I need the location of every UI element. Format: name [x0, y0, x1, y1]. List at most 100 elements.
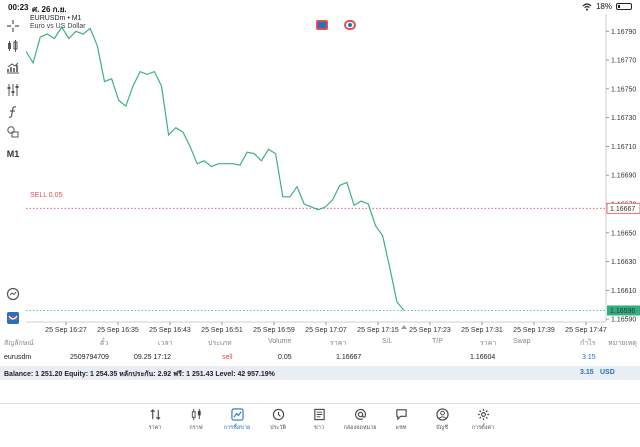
- indicators-icon[interactable]: [5, 60, 21, 76]
- status-bar: 00:23 ศ. 26 ก.ย. 18%: [0, 0, 640, 14]
- chart-description: Euro vs US Dollar: [30, 23, 86, 30]
- header-type: ประเภท: [208, 340, 232, 347]
- price-tick-label: 1.16750: [611, 86, 636, 93]
- chat-icon: [395, 409, 407, 421]
- chart-type-icon[interactable]: [5, 38, 21, 54]
- header-price: ราคา: [330, 340, 347, 347]
- balance-summary: Balance: 1 251.20 Equity: 1 254.35 หลักป…: [4, 371, 275, 378]
- price-tick-label: 1.16650: [611, 230, 636, 237]
- one-click-trading-icon[interactable]: [316, 20, 328, 30]
- sell-price-label: 1.16667: [610, 206, 635, 213]
- tab-quotes-label: ราคา: [148, 425, 162, 431]
- time-tick-label: 25 Sep 16:59: [253, 327, 295, 334]
- position-current-price: 1.16604: [470, 354, 496, 361]
- tab-chart-label: กราฟ: [189, 425, 203, 431]
- wifi-icon: [582, 2, 592, 11]
- header-swap: Swap: [513, 338, 531, 345]
- tab-history[interactable]: ประวัติ: [258, 408, 298, 438]
- account-icon: [435, 408, 449, 421]
- current-price-box: [607, 305, 640, 316]
- tab-settings-label: การตั้งค่า: [471, 425, 495, 431]
- tab-mailbox-label: กล่องจดหมาย: [343, 425, 377, 431]
- price-tick-label: 1.16790: [611, 29, 636, 36]
- total-profit: 3.15: [580, 369, 594, 376]
- function-icon[interactable]: [5, 104, 21, 120]
- settings-sliders-icon[interactable]: [5, 82, 21, 98]
- price-tick-label: 1.16770: [611, 58, 636, 65]
- battery-icon: [616, 3, 632, 10]
- position-profit: 3.15: [582, 354, 596, 361]
- date: ศ. 26 ก.ย.: [32, 5, 67, 14]
- tab-chat[interactable]: แชท: [381, 408, 421, 438]
- header-ticket: ตั๋ว: [100, 340, 109, 347]
- sell-order-label[interactable]: SELL 0.05: [30, 192, 63, 199]
- crosshair-icon[interactable]: [5, 18, 21, 34]
- tab-chat-label: แชท: [395, 425, 407, 431]
- chart-area[interactable]: 1.16790 1.16770 1.16750 1.16730 1.16710 1.166…: [26, 14, 640, 336]
- time-tick-label: 25 Sep 17:07: [305, 327, 347, 334]
- position-symbol: eurusdm: [4, 354, 32, 361]
- header-current-price: ราคา: [480, 340, 497, 347]
- price-tick-label: 1.16730: [611, 115, 636, 122]
- position-price: 1.16667: [336, 354, 362, 361]
- zoom-icon[interactable]: [5, 286, 21, 302]
- tab-mailbox[interactable]: กล่องจดหมาย: [340, 408, 380, 438]
- header-volume: Volume: [268, 338, 292, 345]
- header-sl: S/L: [382, 338, 393, 345]
- battery-percent: 18%: [595, 2, 612, 11]
- time-tick-label: 25 Sep 17:23: [409, 327, 451, 334]
- price-tick-label: 1.16590: [611, 317, 636, 324]
- time-tick-label: 25 Sep 17:47: [565, 327, 607, 334]
- balance-bar: Balance: 1 251.20 Equity: 1 254.35 หลักป…: [0, 366, 640, 380]
- battery-fill: [618, 5, 621, 8]
- time-tick-label: 25 Sep 16:51: [201, 327, 243, 334]
- tab-news[interactable]: ข่าว: [299, 408, 339, 438]
- time-tick-label: 25 Sep 17:15: [357, 327, 399, 334]
- tab-history-label: ประวัติ: [269, 425, 287, 431]
- chart-toolbar: M1: [0, 14, 26, 334]
- news-icon: [313, 408, 325, 421]
- price-tick-label: 1.16690: [611, 173, 636, 180]
- time-tick-label: 25 Sep 17:31: [461, 327, 503, 334]
- time-tick-label: 25 Sep 17:39: [513, 327, 555, 334]
- price-series-line: [26, 25, 405, 311]
- price-chart[interactable]: 1.16790 1.16770 1.16750 1.16730 1.16710 1.166…: [26, 14, 640, 336]
- header-profit: กำไร: [580, 340, 596, 347]
- account-currency: USD: [600, 369, 615, 376]
- header-tp: T/P: [432, 338, 443, 345]
- current-price-label: 1.16596: [610, 308, 635, 315]
- tab-settings[interactable]: การตั้งค่า: [463, 408, 503, 438]
- position-ticket: 2509794709: [70, 354, 109, 361]
- bottom-tab-bar: ราคา กราฟ การซื้อขาย ประวัติ ข่าว กล่องจ…: [0, 403, 640, 447]
- candles-icon: [191, 408, 201, 421]
- tab-trade[interactable]: การซื้อขาย: [217, 408, 257, 438]
- time-tick-label: 25 Sep 16:35: [97, 327, 139, 334]
- trade-icon: [230, 408, 244, 421]
- time-tick-label: 25 Sep 16:43: [149, 327, 191, 334]
- tab-chart[interactable]: กราฟ: [176, 408, 216, 438]
- tab-account[interactable]: บัญชี: [422, 408, 462, 438]
- current-time-marker: [401, 325, 407, 329]
- sell-price-box: [606, 202, 640, 214]
- app-logo-icon[interactable]: [5, 310, 21, 326]
- price-tick-label: 1.16610: [611, 288, 636, 295]
- objects-icon[interactable]: [5, 124, 21, 140]
- depth-of-market-icon[interactable]: [344, 20, 356, 30]
- mailbox-icon: [354, 408, 366, 420]
- tab-account-label: บัญชี: [436, 425, 448, 431]
- header-symbol: สัญลักษณ์: [4, 340, 34, 347]
- price-tick-label: 1.16710: [611, 144, 636, 151]
- price-tick-label: 1.16630: [611, 259, 636, 266]
- header-time: เวลา: [158, 340, 173, 347]
- status-right: 18%: [582, 2, 632, 11]
- position-row[interactable]: eurusdm 2509794709 09.25 17:12 sell 0.05…: [0, 352, 640, 364]
- timeframe-button[interactable]: M1: [6, 149, 20, 159]
- tab-news-label: ข่าว: [314, 425, 324, 431]
- tab-trade-label: การซื้อขาย: [223, 425, 251, 431]
- positions-panel: สัญลักษณ์ ตั๋ว เวลา ประเภท Volume ราคา S…: [0, 336, 640, 396]
- chart-top-icons: [316, 20, 356, 30]
- tab-quotes[interactable]: ราคา: [135, 408, 175, 438]
- header-comment: หมายเหตุ: [608, 340, 637, 347]
- positions-header: สัญลักษณ์ ตั๋ว เวลา ประเภท Volume ราคา S…: [0, 336, 640, 348]
- chart-symbol: EURUSDm • M1: [30, 15, 82, 22]
